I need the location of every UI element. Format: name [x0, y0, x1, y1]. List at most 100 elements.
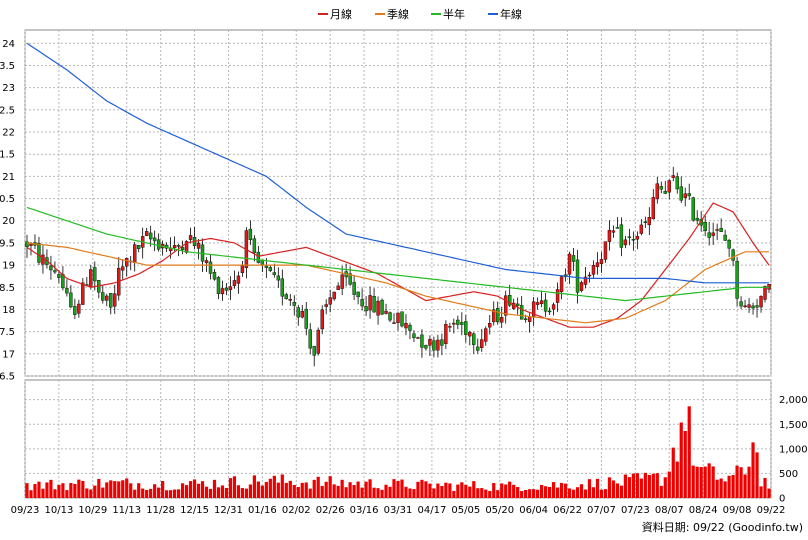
- x-tick-label: 02/02: [282, 505, 311, 516]
- candle-body: [236, 275, 241, 284]
- volume-tick-label: 1,000: [779, 444, 808, 455]
- candle-body: [280, 278, 285, 297]
- volume-bar: [308, 488, 312, 498]
- volume-bar: [687, 406, 691, 498]
- volume-bar: [145, 489, 149, 498]
- volume-bar: [248, 484, 252, 498]
- candle-body: [368, 295, 372, 311]
- candle-body: [300, 310, 304, 318]
- volume-bar: [504, 484, 508, 498]
- candle-body: [707, 232, 711, 238]
- x-tick-label: 05/20: [485, 505, 514, 516]
- volume-bar: [121, 480, 125, 498]
- candle-body: [456, 319, 460, 325]
- candle-body: [723, 234, 727, 241]
- volume-bar: [232, 476, 237, 498]
- candle-body: [500, 317, 504, 323]
- candle-body: [739, 301, 743, 307]
- volume-bar: [763, 477, 767, 498]
- volume-bar: [412, 489, 416, 498]
- candle-body: [539, 300, 544, 304]
- legend-label-quarter: 季線: [387, 7, 409, 21]
- volume-bar: [284, 482, 288, 498]
- volume-bar: [384, 484, 388, 498]
- candle-body: [448, 326, 452, 328]
- candle-body: [436, 339, 440, 351]
- volume-bar: [448, 483, 452, 498]
- volume-bar: [480, 488, 484, 498]
- volume-bar: [149, 488, 153, 498]
- volume-bar: [707, 463, 711, 498]
- volume-bar: [631, 473, 635, 498]
- volume-bar: [723, 481, 727, 498]
- volume-bar: [25, 483, 29, 498]
- volume-bar: [416, 481, 420, 498]
- volume-bar: [408, 488, 412, 498]
- candle-body: [755, 305, 759, 308]
- price-tick-label: 19.5: [0, 238, 15, 249]
- volume-bar: [300, 482, 304, 498]
- candle-body: [719, 228, 723, 232]
- volume-bar: [340, 479, 344, 498]
- x-tick-label: 11/13: [112, 505, 141, 516]
- candle-body: [611, 230, 616, 233]
- volume-bar: [356, 481, 360, 498]
- candle-body: [527, 316, 532, 322]
- candle-body: [77, 303, 81, 314]
- moving-average-line: [26, 206, 769, 302]
- candle-body: [412, 333, 416, 338]
- volume-bar: [444, 482, 448, 498]
- x-tick-label: 03/31: [384, 505, 413, 516]
- price-tick-label: 18.5: [0, 283, 15, 294]
- legend: 月線 季線 半年 年線: [318, 7, 522, 21]
- volume-bar: [719, 478, 723, 498]
- candle-body: [336, 285, 340, 290]
- volume-bar: [260, 485, 264, 498]
- candle-body: [679, 186, 683, 201]
- volume-bar: [544, 486, 548, 498]
- volume-bar: [456, 484, 460, 498]
- candle-body: [316, 329, 320, 354]
- volume-bar: [141, 488, 145, 498]
- candle-body: [216, 277, 221, 294]
- volume-bar: [627, 477, 631, 498]
- volume-bar: [575, 487, 580, 498]
- volume-bar: [679, 422, 683, 498]
- candle-body: [380, 299, 384, 315]
- x-tick-label: 10/29: [78, 505, 107, 516]
- volume-bar: [472, 481, 476, 498]
- volume-bar: [176, 489, 181, 498]
- volume-bar: [320, 485, 324, 498]
- volume-bar: [165, 490, 169, 498]
- candle-body: [81, 282, 85, 305]
- volume-bar: [364, 481, 368, 498]
- legend-label-month: 月線: [330, 7, 352, 21]
- candle-body: [296, 307, 300, 318]
- candle-body: [360, 299, 364, 307]
- volume-bar: [133, 489, 137, 498]
- candle-body: [328, 297, 332, 305]
- volume-bar: [659, 485, 663, 498]
- candle-body: [695, 218, 699, 221]
- volume-bar: [655, 473, 659, 498]
- volume-bar: [528, 489, 532, 498]
- candle-body: [464, 321, 468, 335]
- x-axis: 09/23 10/13 10/29 11/13 11/28 12/15 12/31 01/16…: [11, 505, 786, 516]
- candle-body: [575, 259, 580, 293]
- candle-body: [89, 269, 93, 288]
- candle-body: [188, 235, 193, 240]
- volume-bar: [583, 489, 588, 498]
- volume-bar: [184, 485, 189, 498]
- candle-body: [535, 302, 540, 305]
- candle-body: [308, 329, 312, 349]
- candle-body: [105, 295, 109, 301]
- candle-body: [591, 265, 596, 275]
- volume-bar: [715, 479, 719, 498]
- volume-bar: [420, 479, 424, 498]
- volume-bar: [755, 452, 759, 498]
- price-tick-label: 23: [2, 83, 15, 94]
- volume-bar: [767, 488, 771, 498]
- candle-body: [595, 262, 600, 267]
- candle-body: [144, 231, 149, 237]
